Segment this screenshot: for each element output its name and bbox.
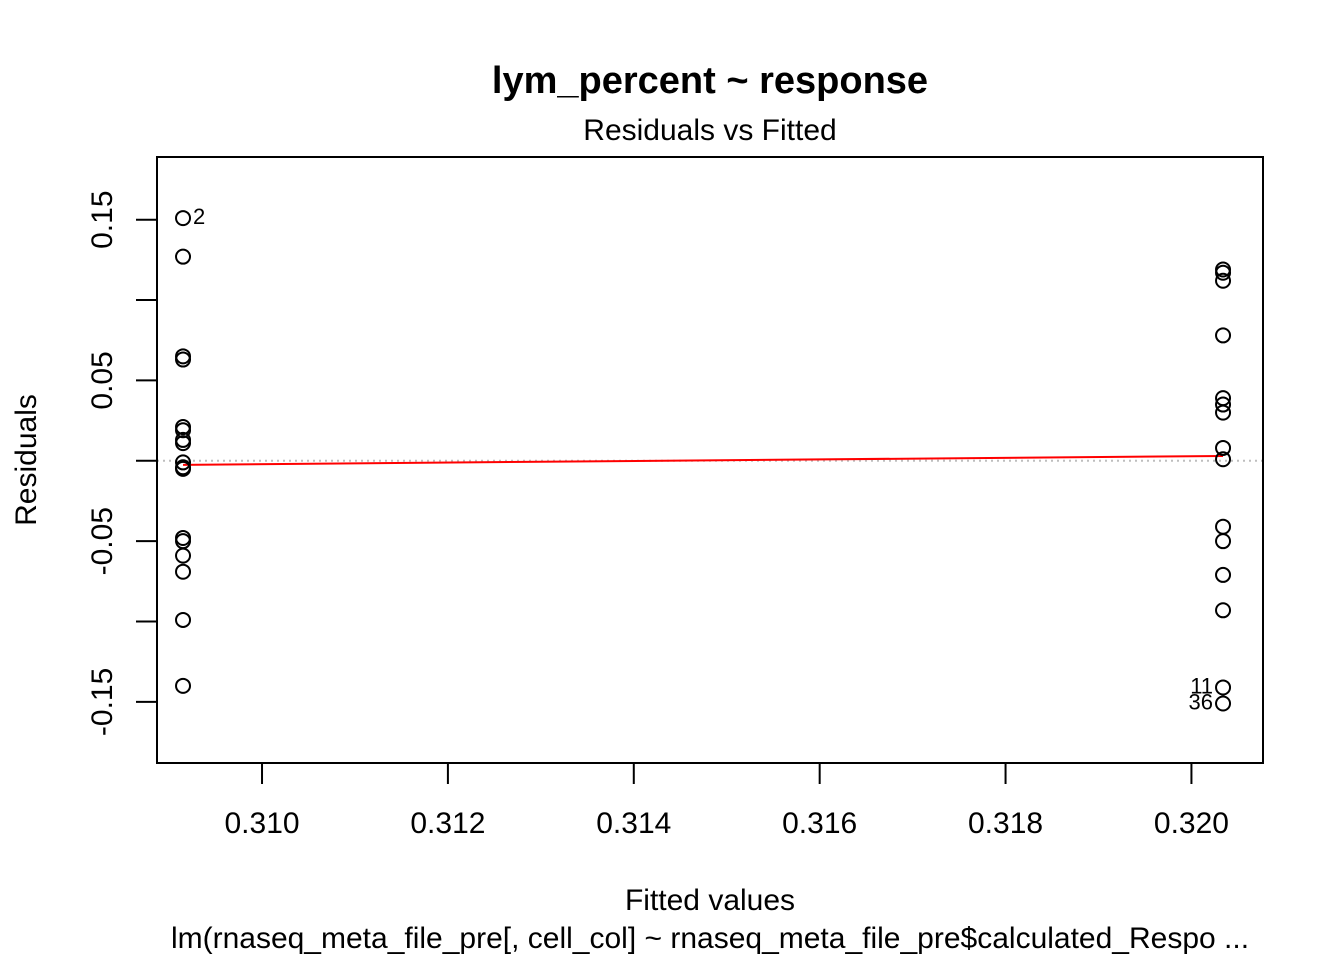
data-point [175, 611, 192, 628]
data-point [1215, 264, 1232, 281]
data-point [175, 248, 192, 265]
smooth-line [183, 454, 1224, 466]
data-point [1215, 396, 1232, 413]
data-point [175, 460, 192, 477]
x-tick-label: 0.310 [224, 807, 299, 840]
point-label: 11 [1190, 673, 1213, 698]
data-point [175, 454, 192, 471]
chart-caption: lm(rnaseq_meta_file_pre[, cell_col] ~ rn… [171, 922, 1249, 955]
data-point [175, 210, 192, 227]
y-tick-label: 0.05 [86, 351, 119, 409]
x-tick-label: 0.314 [596, 807, 671, 840]
data-point [1215, 518, 1232, 535]
data-point [1215, 404, 1232, 421]
point-label: 2 [193, 204, 205, 229]
x-tick-label: 0.312 [410, 807, 485, 840]
y-tick-label: 0.15 [86, 190, 119, 248]
x-tick-label: 0.316 [782, 807, 857, 840]
x-tick-label: 0.320 [1154, 807, 1229, 840]
data-point [175, 422, 192, 439]
data-point [175, 351, 192, 368]
data-point [1215, 602, 1232, 619]
data-point [1215, 695, 1232, 712]
data-point [175, 547, 192, 564]
data-point [1215, 451, 1232, 468]
chart-subtitle: Residuals vs Fitted [583, 114, 836, 147]
data-point [1215, 327, 1232, 344]
data-point [1215, 679, 1232, 696]
y-tick-label: -0.15 [86, 668, 119, 736]
data-point [175, 677, 192, 694]
y-tick-label: -0.05 [86, 507, 119, 575]
y-axis-label: Residuals [10, 394, 43, 526]
data-point [1215, 272, 1232, 289]
data-point [175, 435, 192, 452]
data-point [175, 529, 192, 546]
chart-title: lym_percent ~ response [492, 60, 928, 102]
x-tick-label: 0.318 [968, 807, 1043, 840]
data-point [1215, 533, 1232, 550]
x-axis-label: Fitted values [625, 884, 795, 917]
data-point [175, 348, 192, 365]
data-point [175, 533, 192, 550]
data-point [1215, 566, 1232, 583]
data-point [175, 563, 192, 580]
point-label: 36 [1189, 690, 1213, 715]
data-point [1215, 439, 1232, 456]
